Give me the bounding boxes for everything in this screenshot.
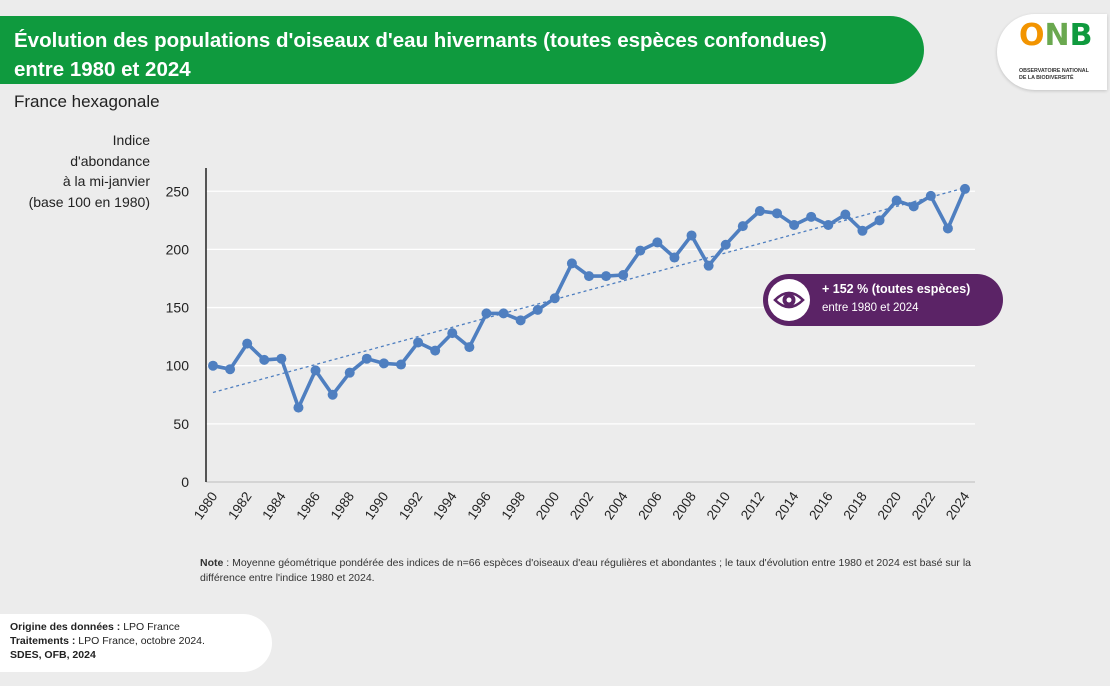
x-tick-label: 1986	[293, 489, 323, 522]
x-tick-label: 2012	[738, 489, 768, 522]
data-point	[840, 209, 851, 220]
x-tick-label: 2020	[875, 489, 905, 522]
data-point	[413, 337, 424, 348]
data-point	[806, 211, 817, 222]
y-axis-label-line: (base 100 en 1980)	[28, 193, 150, 210]
x-tick-label: 1982	[225, 489, 255, 522]
x-tick-label: 2010	[704, 489, 734, 522]
data-point	[515, 315, 526, 326]
x-tick-label: 1988	[328, 489, 358, 522]
x-tick-label: 2022	[909, 489, 939, 522]
data-point	[549, 293, 560, 304]
data-point	[378, 358, 389, 369]
note-label: Note	[200, 557, 224, 569]
data-point	[344, 367, 355, 378]
x-tick-label: 1992	[396, 489, 426, 522]
x-tick-label: 2018	[840, 489, 870, 522]
y-axis-label-line: d'abondance	[70, 152, 150, 169]
data-point	[447, 328, 458, 339]
data-point	[635, 245, 646, 256]
chart-note: Note : Moyenne géométrique pondérée des …	[200, 556, 1000, 586]
data-point	[925, 190, 936, 201]
data-point	[754, 206, 765, 217]
data-point	[225, 364, 236, 375]
data-point	[430, 345, 441, 356]
x-tick-label: 1990	[362, 489, 392, 522]
x-tick-label: 1994	[430, 489, 460, 523]
y-axis-label-line: Indice	[112, 132, 150, 148]
callout-value: + 152 % (toutes espèces)	[822, 282, 971, 296]
y-tick-label: 150	[166, 300, 190, 316]
x-tick-label: 2014	[772, 489, 802, 523]
data-point	[601, 271, 612, 282]
y-tick-label: 100	[166, 358, 190, 374]
source-treatment: Traitements : LPO France, octobre 2024.	[10, 635, 205, 647]
eye-icon	[768, 279, 810, 321]
data-point	[532, 304, 543, 315]
data-point	[566, 258, 577, 269]
chart-title-line1: Évolution des populations d'oiseaux d'ea…	[14, 29, 827, 52]
x-tick-label: 2008	[669, 489, 699, 522]
x-tick-label: 1980	[191, 489, 221, 522]
data-point	[720, 239, 731, 250]
data-point	[669, 252, 680, 263]
source-box: Origine des données : LPO France Traitem…	[0, 614, 272, 672]
y-tick-label: 200	[166, 241, 190, 257]
source-credit: SDES, OFB, 2024	[10, 649, 96, 661]
data-point	[584, 271, 594, 282]
data-point	[481, 308, 492, 319]
x-tick-label: 1984	[259, 489, 289, 523]
x-tick-label: 2024	[943, 489, 973, 523]
data-point	[618, 269, 629, 280]
x-tick-label: 2000	[533, 489, 563, 522]
data-point	[208, 360, 218, 371]
data-point	[498, 308, 509, 319]
data-point	[874, 215, 885, 226]
data-point	[857, 225, 868, 236]
data-point	[310, 365, 321, 376]
y-tick-label: 250	[166, 183, 190, 199]
evolution-callout: + 152 % (toutes espèces) entre 1980 et 2…	[763, 274, 1003, 326]
source-origin: Origine des données : LPO France	[10, 621, 180, 633]
x-tick-label: 1998	[499, 489, 529, 522]
data-point	[703, 260, 714, 271]
data-point	[960, 183, 970, 194]
data-point	[891, 195, 902, 206]
x-tick-label: 2006	[635, 489, 665, 522]
data-point	[789, 219, 800, 230]
y-tick-label: 50	[173, 416, 189, 432]
title-banner: Évolution des populations d'oiseaux d'ea…	[0, 16, 924, 84]
chart-subtitle: France hexagonale	[14, 92, 160, 111]
data-point	[242, 338, 253, 349]
data-point	[772, 208, 782, 219]
data-point	[259, 354, 270, 365]
trend-line	[212, 187, 966, 394]
data-point	[327, 389, 338, 400]
data-point	[361, 353, 372, 364]
x-tick-label: 2004	[601, 489, 631, 523]
data-point	[276, 353, 287, 364]
data-point	[464, 342, 475, 353]
data-point	[737, 221, 748, 232]
onb-logo-text: Observatoire national de la biodiversité	[1019, 68, 1089, 81]
chart-title-line2: entre 1980 et 2024	[14, 58, 191, 81]
data-point	[396, 359, 406, 370]
y-axis-label-line: à la mi-janvier	[62, 173, 150, 189]
data-point	[686, 230, 697, 241]
y-tick-label: 0	[181, 474, 189, 490]
x-tick-label: 2016	[806, 489, 836, 522]
data-point	[908, 201, 919, 212]
x-tick-label: 1996	[464, 489, 494, 522]
onb-logo-mark: ONB	[1019, 18, 1093, 53]
data-point	[823, 219, 834, 230]
x-tick-label: 2002	[567, 489, 597, 522]
data-point	[942, 223, 953, 234]
data-point	[293, 402, 304, 413]
callout-period: entre 1980 et 2024	[822, 302, 919, 314]
onb-logo: ONB Observatoire national de la biodiver…	[997, 14, 1107, 90]
data-point	[652, 237, 663, 248]
y-axis-label: Indice d'abondance à la mi-janvier (base…	[10, 130, 150, 212]
note-text: : Moyenne géométrique pondérée des indic…	[200, 557, 971, 584]
